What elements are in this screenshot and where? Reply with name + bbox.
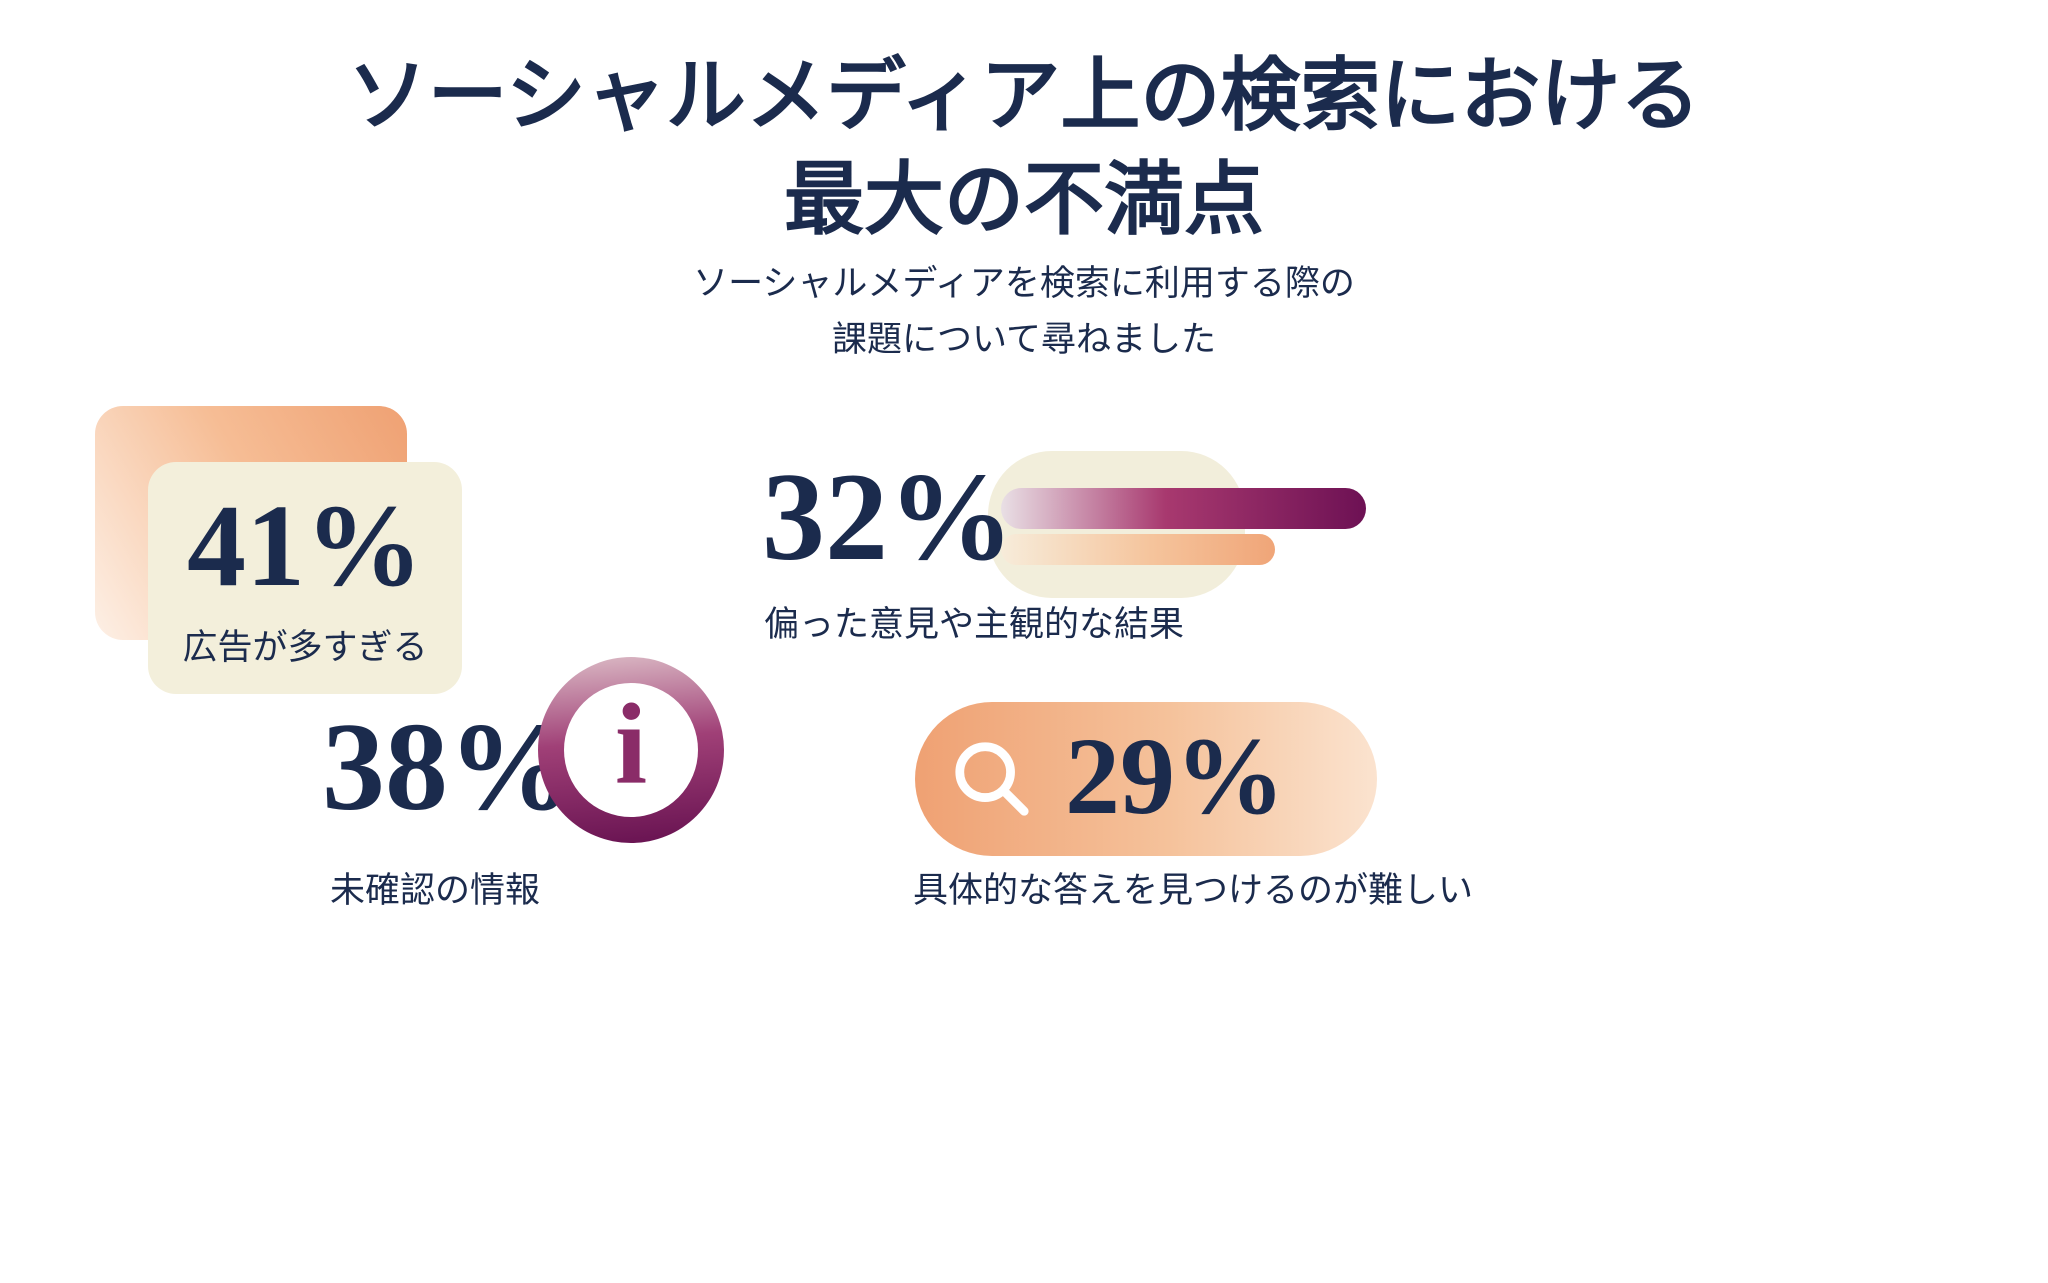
subtitle-line-2: 課題について尋ねました xyxy=(832,320,1216,359)
stat-value-answers: 29% xyxy=(1065,715,1285,837)
stat-card-too-many-ads: 41% 広告が多すぎる xyxy=(148,462,462,694)
subtitle-line-1: ソーシャルメディアを検索に利用する際の xyxy=(693,264,1355,303)
bias-bar-orange xyxy=(1001,534,1275,565)
title-line-1: ソーシャルメディア上の検索における xyxy=(347,51,1701,140)
stat-card-specific-answers: 29% xyxy=(915,702,1377,856)
title-line-2: 最大の不満点 xyxy=(784,155,1264,244)
page-title: ソーシャルメディア上の検索における 最大の不満点 xyxy=(0,44,2048,252)
bias-bar-purple xyxy=(1001,488,1366,529)
stat-value-unverified: 38% xyxy=(322,698,574,837)
stat-value-ads: 41% xyxy=(187,479,423,611)
page-subtitle: ソーシャルメディアを検索に利用する際の 課題について尋ねました xyxy=(0,256,2048,368)
info-icon: i xyxy=(538,657,724,843)
stat-label-answers: 具体的な答えを見つけるのが難しい xyxy=(913,871,1474,910)
stat-value-bias: 32% xyxy=(762,448,1014,587)
search-icon xyxy=(955,742,1029,816)
stat-label-ads: 広告が多すぎる xyxy=(182,627,428,667)
info-icon-glyph: i xyxy=(614,681,648,809)
stat-label-unverified: 未確認の情報 xyxy=(330,871,541,910)
info-icon-inner-circle: i xyxy=(564,683,698,817)
stat-label-bias: 偏った意見や主観的な結果 xyxy=(764,605,1185,644)
